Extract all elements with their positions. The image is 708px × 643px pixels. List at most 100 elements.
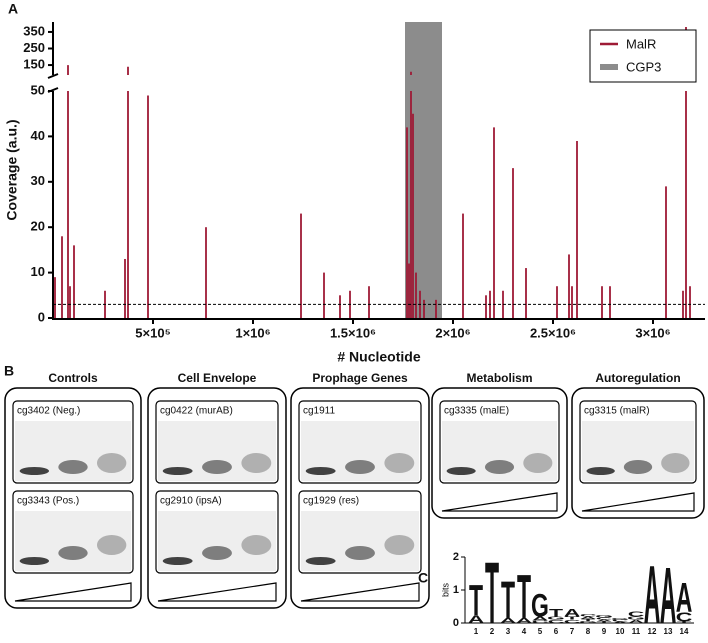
logo-letter: C bbox=[628, 610, 645, 618]
group-title: Cell Envelope bbox=[178, 371, 257, 385]
gel-band bbox=[345, 460, 375, 474]
y-tick-label: 150 bbox=[23, 57, 45, 72]
y-tick-label: 0 bbox=[453, 617, 459, 629]
logo-letter: G bbox=[547, 616, 565, 621]
legend-label: MalR bbox=[626, 36, 656, 51]
gel-label: cg3335 (malE) bbox=[444, 406, 509, 417]
gel-label: cg3343 (Pos.) bbox=[17, 496, 79, 507]
logo-letter: A bbox=[612, 621, 629, 623]
logo-letter: A bbox=[580, 616, 597, 620]
logo-letter: A bbox=[532, 615, 549, 621]
concentration-wedge bbox=[581, 492, 695, 512]
logo-letter: T bbox=[677, 621, 691, 624]
gel-frame bbox=[155, 490, 279, 574]
gel-band bbox=[162, 467, 193, 475]
x-tick-label: 9 bbox=[602, 627, 607, 636]
x-tick-label: 3×10⁶ bbox=[635, 325, 670, 340]
gel-band bbox=[523, 453, 553, 473]
gel-band bbox=[305, 557, 336, 565]
logo-letter: A bbox=[564, 606, 581, 619]
gel-band bbox=[202, 546, 232, 560]
x-tick-label: 8 bbox=[586, 627, 591, 636]
group-box bbox=[4, 387, 142, 609]
logo-letter: C bbox=[548, 619, 565, 624]
group-title: Prophage Genes bbox=[312, 371, 408, 385]
gel-band bbox=[241, 453, 272, 473]
x-axis-label: # Nucleotide bbox=[337, 349, 420, 365]
x-tick-label: 2 bbox=[490, 627, 495, 636]
group-box bbox=[571, 387, 705, 519]
logo-letter: T bbox=[469, 576, 483, 625]
legend-label: CGP3 bbox=[626, 59, 661, 74]
panel-label: B bbox=[4, 363, 14, 379]
logo-letter: A bbox=[644, 548, 661, 641]
gel-frame bbox=[12, 400, 134, 484]
gel-label: cg0422 (murAB) bbox=[160, 406, 233, 417]
y-tick-label: 30 bbox=[31, 173, 45, 188]
panel-label: C bbox=[418, 570, 428, 586]
legend-box bbox=[589, 29, 697, 83]
x-tick-label: 2×10⁶ bbox=[435, 325, 470, 340]
logo-letter: T bbox=[565, 616, 579, 621]
logo-letter: G bbox=[627, 616, 645, 621]
gel-band bbox=[305, 467, 336, 475]
gel-band bbox=[586, 467, 615, 475]
group-title: Autoregulation bbox=[595, 371, 680, 385]
gel-frame bbox=[12, 490, 134, 574]
logo-letter: A bbox=[516, 617, 533, 625]
logo-letter: C bbox=[596, 617, 613, 620]
x-tick-label: 14 bbox=[680, 627, 689, 636]
group-box bbox=[147, 387, 287, 609]
gel-band bbox=[661, 453, 690, 473]
logo-letter: A bbox=[468, 613, 485, 626]
logo-letter: T bbox=[597, 621, 611, 624]
gel-band bbox=[58, 546, 88, 560]
logo-letter: C bbox=[612, 620, 629, 623]
logo-letter: C bbox=[676, 610, 693, 624]
group-box bbox=[290, 387, 430, 609]
y-tick-label: 40 bbox=[31, 128, 45, 143]
gel-band bbox=[241, 535, 272, 555]
gel-band bbox=[19, 467, 50, 475]
x-tick-label: 1×10⁶ bbox=[235, 325, 270, 340]
logo-letter: T bbox=[517, 562, 531, 631]
x-tick-label: 6 bbox=[554, 627, 559, 636]
y-tick-label: 2 bbox=[453, 551, 459, 563]
y-tick-label: 0 bbox=[38, 309, 45, 324]
logo-letter: G bbox=[611, 618, 629, 621]
concentration-wedge bbox=[300, 582, 420, 602]
y-tick-label: 350 bbox=[23, 23, 45, 38]
concentration-wedge bbox=[441, 492, 558, 512]
logo-letter: A bbox=[676, 576, 693, 622]
axis-break bbox=[47, 73, 59, 79]
concentration-wedge bbox=[157, 582, 277, 602]
y-tick-label: 50 bbox=[31, 82, 45, 97]
logo-letter: T bbox=[549, 606, 563, 619]
x-tick-label: 3 bbox=[506, 627, 511, 636]
gel-band bbox=[96, 453, 127, 473]
y-tick-label: 20 bbox=[31, 219, 45, 234]
gel-label: cg1929 (res) bbox=[303, 496, 359, 507]
x-tick-label: 1 bbox=[474, 627, 479, 636]
group-box bbox=[431, 387, 568, 519]
group-title: Controls bbox=[48, 371, 98, 385]
logo-letter: C bbox=[564, 619, 581, 624]
y-tick-label: 10 bbox=[31, 264, 45, 279]
logo-letter: A bbox=[660, 551, 677, 641]
x-tick-label: 5×10⁵ bbox=[135, 325, 170, 340]
group-title: Metabolism bbox=[466, 371, 532, 385]
logo-letter: A bbox=[500, 617, 517, 625]
gel-band bbox=[58, 460, 88, 474]
gel-frame bbox=[298, 490, 422, 574]
y-tick-label: 250 bbox=[23, 40, 45, 55]
logo-letter: G bbox=[579, 621, 597, 624]
x-tick-label: 11 bbox=[632, 627, 641, 636]
gel-label: cg3402 (Neg.) bbox=[17, 406, 80, 417]
panel-label: A bbox=[8, 1, 18, 17]
logo-letter: G bbox=[531, 588, 549, 624]
gel-band bbox=[384, 535, 415, 555]
gel-label: cg2910 (ipsA) bbox=[160, 496, 222, 507]
y-tick-label: 1 bbox=[453, 584, 459, 596]
logo-letter: A bbox=[596, 619, 613, 622]
